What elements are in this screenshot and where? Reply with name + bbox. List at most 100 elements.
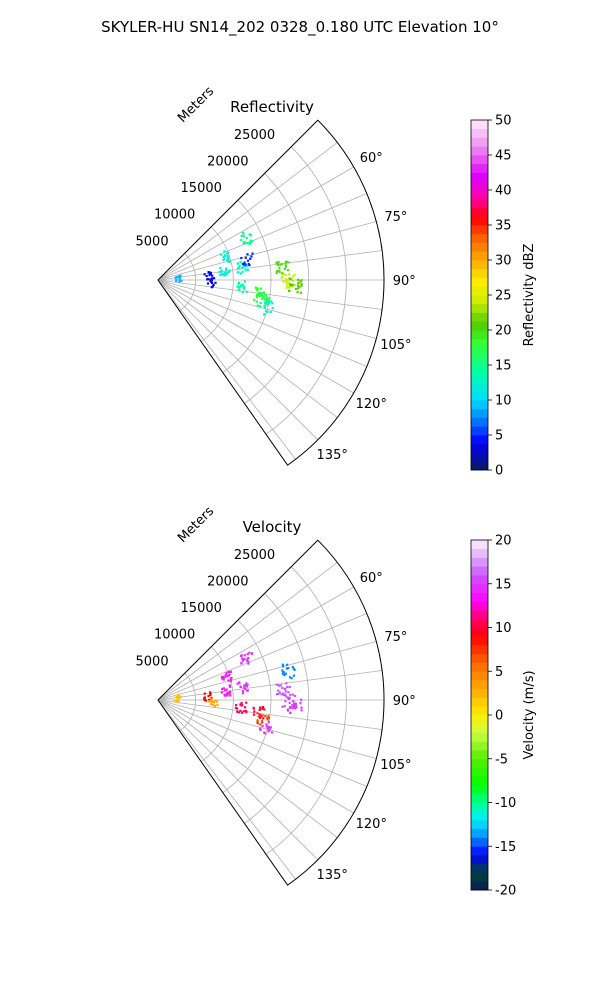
colorbar-segment (471, 723, 488, 733)
echo-gate (236, 271, 239, 274)
echo-gate (285, 282, 288, 285)
echo-gate (253, 710, 256, 713)
echo-gate (297, 287, 300, 290)
azimuth-gridline (157, 699, 338, 838)
echo-gate (267, 720, 270, 723)
echo-gate (286, 696, 289, 699)
azimuth-gridline (157, 562, 338, 701)
echo-cluster (218, 267, 231, 277)
colorbar-segment (471, 417, 488, 427)
colorbar-segment (471, 785, 488, 795)
echo-gate (289, 711, 292, 714)
echo-gate (292, 279, 295, 282)
colorbar-segment (471, 750, 488, 760)
azimuth-gridline (157, 699, 354, 814)
azimuth-gridline (157, 670, 383, 701)
echo-gate (223, 272, 226, 275)
colorbar-segment (471, 872, 488, 882)
echo-gate (287, 691, 290, 694)
azimuth-tick-label: 135° (317, 448, 348, 463)
echo-gate (261, 725, 264, 728)
echo-gate (220, 675, 223, 678)
colorbar-segment (471, 163, 488, 173)
range-ring (179, 673, 197, 732)
echo-gate (296, 284, 299, 287)
echo-gate (236, 710, 239, 713)
echo-gate (204, 699, 207, 702)
echo-gate (258, 305, 262, 308)
echo-gate (209, 693, 212, 696)
echo-gate (255, 296, 258, 299)
colorbar-segment (471, 566, 488, 576)
colorbar-label: Reflectivity dBZ (522, 244, 537, 347)
echo-gate (220, 270, 223, 273)
echo-gate (297, 282, 300, 285)
echo-gate (284, 263, 287, 266)
azimuth-gridline (157, 699, 367, 787)
echo-cluster (281, 663, 296, 680)
echo-gate (282, 665, 285, 668)
echo-gate (288, 686, 291, 689)
echo-gate (214, 281, 217, 284)
echo-gate (251, 652, 254, 655)
echo-gate (206, 282, 210, 285)
echo-gate (239, 685, 242, 689)
range-tick-label: 25000 (234, 128, 275, 143)
echo-cluster (220, 684, 232, 697)
echo-gate (263, 306, 266, 309)
echo-gate (210, 698, 213, 701)
echo-gate (221, 273, 224, 276)
azimuth-tick-label: 90° (393, 694, 416, 709)
echo-gate (286, 685, 289, 689)
echo-gate (221, 687, 224, 691)
echo-gate (261, 292, 264, 295)
echo-gate (267, 715, 270, 718)
echo-gate (226, 252, 229, 255)
range-ring (179, 253, 197, 312)
echo-gate (256, 304, 259, 307)
echo-gate (236, 682, 239, 685)
echo-gate (241, 659, 245, 662)
colorbar-segment (471, 855, 488, 865)
echo-cluster (220, 670, 233, 683)
echo-gate (288, 701, 291, 704)
colorbar-tick-label: -5 (495, 752, 508, 767)
echo-gate (241, 692, 244, 695)
echo-gate (281, 692, 285, 695)
colorbar-segment (471, 198, 488, 208)
azimuth-gridline (157, 613, 367, 701)
colorbar: -20 -15 -10 -5 0 5 10 15 20 Velocity (m/s) (470, 534, 537, 899)
colorbar-segment (471, 592, 488, 602)
echo-gate (266, 727, 269, 730)
echo-gate (235, 704, 238, 707)
echo-gate (224, 675, 228, 678)
colorbar-segment (471, 601, 488, 611)
colorbar-segment (471, 242, 488, 252)
echo-gate (267, 297, 270, 300)
echo-gate (249, 233, 252, 236)
echo-gate (241, 291, 244, 294)
echo-gate (252, 706, 255, 710)
colorbar-segment (471, 557, 488, 567)
echo-gate (288, 273, 291, 276)
echo-gate (278, 684, 281, 687)
echo-gate (265, 296, 268, 299)
echo-gate (277, 692, 280, 695)
colorbar-tick-label: -20 (495, 884, 516, 899)
echo-cluster (236, 280, 248, 294)
azimuth-tick-label: 90° (393, 274, 416, 289)
echo-gate (284, 687, 287, 690)
echo-gate (250, 241, 253, 244)
colorbar-segment (471, 706, 488, 716)
echo-gate (239, 709, 242, 712)
echo-gate (238, 711, 241, 714)
colorbar-segment (471, 225, 488, 235)
echo-gate (225, 688, 228, 691)
colorbar-segment (471, 828, 488, 838)
echo-cluster (288, 277, 303, 294)
echo-gate (242, 235, 245, 238)
azimuth-tick-label: 120° (356, 817, 387, 832)
echo-gate (257, 715, 260, 718)
echo-cluster (239, 651, 254, 665)
colorbar-tick-label: 25 (495, 289, 512, 304)
